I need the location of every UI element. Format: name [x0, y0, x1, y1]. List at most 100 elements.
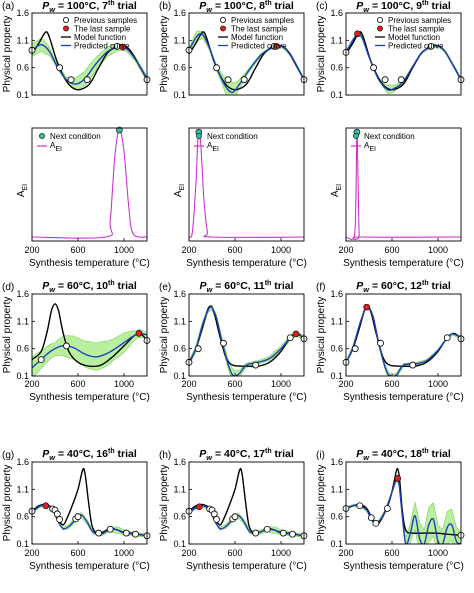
plot-frame	[188, 293, 305, 377]
plot-area	[346, 304, 461, 376]
legend-last-label: The last sample	[231, 25, 288, 34]
y-tick-label: 1.1	[173, 484, 186, 494]
previous-sample-point	[351, 345, 359, 353]
x-tick-label: 200	[24, 548, 39, 558]
plot-frame	[31, 12, 148, 96]
last-sample-point	[42, 502, 50, 510]
x-axis-label: Synthesis temperature (°C)	[186, 561, 307, 572]
legend-model-label: Model function	[388, 33, 440, 42]
y-tick-label: 1.1	[330, 316, 343, 326]
x-tick-label: 600	[70, 245, 85, 255]
last-sample-point	[273, 43, 280, 50]
y-axis-label: Physical property	[2, 465, 13, 542]
plot-frame	[31, 293, 148, 377]
x-tick-label: 200	[181, 245, 196, 255]
y-tick-label: 1.1	[173, 35, 186, 45]
previous-sample-point	[220, 339, 227, 347]
acq-plot-frame	[345, 127, 462, 242]
predicted-curve-line	[346, 304, 461, 376]
x-tick-label: 200	[181, 379, 196, 389]
x-tick-label: 600	[227, 245, 242, 255]
panel-letter: (h)	[159, 450, 171, 461]
panel-title: Pw = 60°C, 12th trial	[356, 280, 451, 294]
previous-sample-point	[289, 530, 296, 538]
x-axis-label: Synthesis temperature (°C)	[186, 258, 307, 269]
previous-sample-point	[106, 525, 114, 533]
panel-h: Pw = 40°C, 17th trial (h) 0.1 0.6 1.1 1.6Phys…	[159, 448, 308, 572]
legend-next-marker	[39, 133, 45, 139]
previous-sample-point	[224, 76, 232, 84]
x-tick-label: 600	[227, 548, 242, 558]
y-tick-label: 1.6	[330, 8, 343, 18]
y-tick-label: 1.6	[173, 457, 186, 467]
y-tick-label: 0.6	[16, 512, 29, 522]
x-axis-label: Synthesis temperature (°C)	[186, 392, 307, 403]
last-sample-point	[363, 303, 371, 311]
x-tick-label: 200	[181, 548, 196, 558]
y-tick-label: 0.6	[173, 512, 186, 522]
x-tick-label: 1000	[271, 379, 291, 389]
x-tick-label: 1000	[428, 379, 448, 389]
acquisition-curve	[188, 130, 305, 238]
plot-frame	[188, 12, 305, 96]
legend-aei-label: AEI	[50, 141, 62, 153]
legend-model-label: Model function	[74, 33, 126, 42]
acq-y-axis-label: AEI	[330, 184, 343, 197]
panel-d: Pw = 60°C, 10th trial (d) 0.1 0.6 1.1 1.6Phys…	[2, 280, 151, 403]
y-tick-label: 1.1	[16, 484, 29, 494]
next-condition-point	[116, 126, 123, 134]
y-tick-label: 1.6	[16, 8, 29, 18]
previous-sample-point	[372, 519, 380, 527]
plot-area	[346, 467, 461, 544]
model-function-line	[32, 303, 147, 368]
x-tick-label: 1000	[428, 245, 448, 255]
y-tick-label: 1.1	[330, 35, 343, 45]
panel-f: Pw = 60°C, 12th trial (f) 0.1 0.6 1.1 1.6Phys…	[316, 280, 465, 403]
previous-sample-point	[427, 42, 435, 50]
panel-letter: (e)	[159, 282, 171, 293]
acq-plot-frame	[188, 127, 305, 242]
x-axis-label: Synthesis temperature (°C)	[29, 392, 150, 403]
y-tick-label: 0.1	[16, 539, 29, 549]
y-tick-label: 0.1	[330, 539, 343, 549]
panel-title: Pw = 60°C, 11th trial	[199, 280, 293, 294]
legend-next-marker	[196, 133, 202, 139]
previous-sample-point	[95, 529, 103, 537]
plot-frame	[31, 461, 148, 545]
predicted-curve-line	[32, 332, 147, 369]
y-axis-label: Physical property	[159, 16, 170, 93]
panel-g: Pw = 40°C, 16th trial (g) 0.1 0.6 1.1 1.6Phys…	[2, 448, 151, 572]
x-tick-label: 600	[384, 379, 399, 389]
y-tick-label: 0.6	[330, 344, 343, 354]
previous-sample-point	[213, 64, 221, 72]
y-tick-label: 0.1	[330, 90, 343, 100]
plot-area	[32, 467, 147, 538]
legend-last-marker	[63, 25, 69, 32]
y-tick-label: 0.6	[173, 63, 186, 73]
x-axis-label: Synthesis temperature (°C)	[343, 392, 464, 403]
panel-title: Pw = 100°C, 7th trial	[42, 0, 137, 14]
plot-area	[32, 303, 147, 376]
y-tick-label: 0.6	[330, 512, 343, 522]
previous-sample-point	[240, 76, 248, 84]
previous-sample-point	[37, 356, 45, 364]
previous-sample-point	[397, 76, 405, 84]
legend-previous-label: Previous samples	[388, 16, 451, 25]
previous-sample-point	[83, 76, 91, 84]
previous-sample-point	[377, 339, 384, 347]
previous-sample-point	[122, 529, 130, 537]
y-tick-label: 0.6	[16, 344, 29, 354]
panel-title: Pw = 60°C, 10th trial	[42, 280, 137, 294]
plot-area	[189, 467, 304, 538]
y-tick-label: 1.6	[16, 289, 29, 299]
previous-sample-point	[367, 514, 375, 522]
y-tick-label: 1.6	[173, 8, 186, 18]
y-tick-label: 0.1	[330, 371, 343, 381]
previous-sample-point	[67, 76, 75, 84]
panel-a: Pw = 100°C, 7th trial (a) 0.1 0.6 1.1 1.6Phys…	[2, 0, 151, 269]
x-tick-label: 1000	[114, 548, 134, 558]
legend-aei-label: AEI	[364, 141, 376, 153]
previous-sample-point	[370, 64, 378, 72]
x-tick-label: 1000	[271, 245, 291, 255]
x-tick-label: 1000	[428, 548, 448, 558]
